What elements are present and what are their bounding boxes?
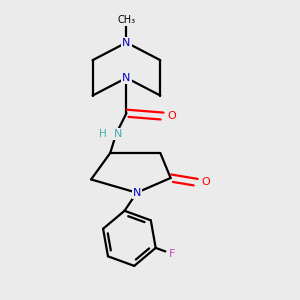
Text: CH₃: CH₃ <box>117 15 136 26</box>
Text: N: N <box>122 73 130 83</box>
Text: O: O <box>167 111 176 121</box>
Text: N: N <box>122 38 130 47</box>
Text: H: H <box>99 129 107 139</box>
Text: N: N <box>113 129 122 139</box>
Text: N: N <box>133 188 141 198</box>
Text: F: F <box>169 249 176 259</box>
Text: O: O <box>202 177 210 188</box>
